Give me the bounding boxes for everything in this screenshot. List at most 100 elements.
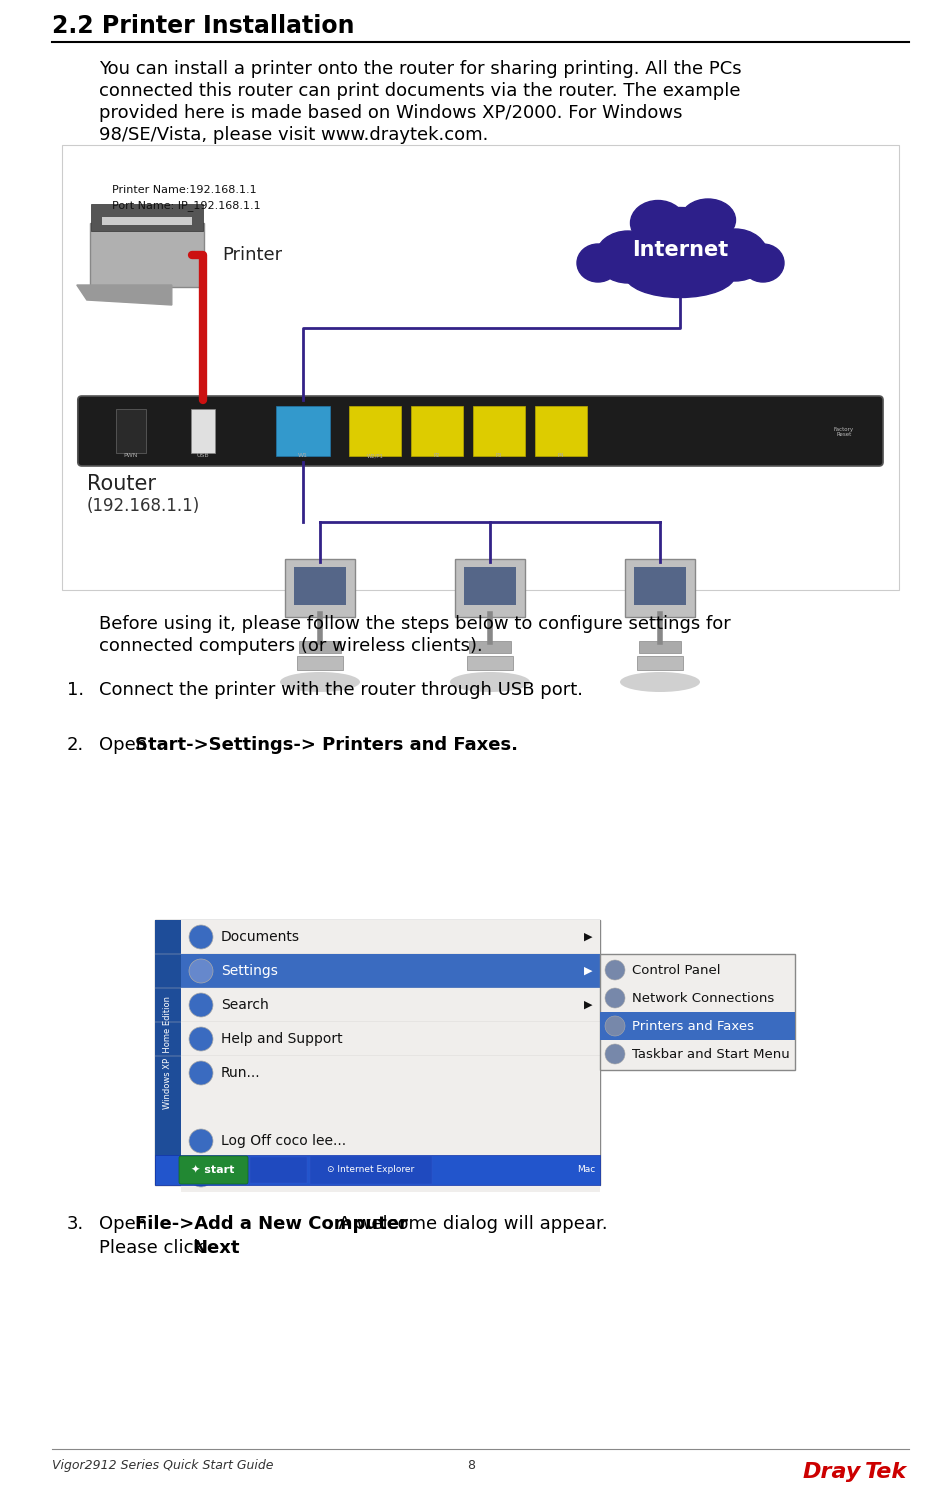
FancyBboxPatch shape xyxy=(179,1157,248,1184)
Text: Run...: Run... xyxy=(221,1066,261,1080)
FancyBboxPatch shape xyxy=(181,920,600,954)
FancyBboxPatch shape xyxy=(297,656,343,669)
Circle shape xyxy=(189,1130,213,1154)
Text: Network Connections: Network Connections xyxy=(632,991,774,1005)
FancyBboxPatch shape xyxy=(181,1123,600,1158)
FancyBboxPatch shape xyxy=(600,1012,795,1039)
FancyBboxPatch shape xyxy=(89,223,203,287)
FancyBboxPatch shape xyxy=(102,217,192,226)
Polygon shape xyxy=(77,284,171,305)
Ellipse shape xyxy=(450,672,530,692)
Text: PWN: PWN xyxy=(123,453,138,459)
Circle shape xyxy=(189,925,213,949)
Ellipse shape xyxy=(680,199,736,241)
Text: Tek: Tek xyxy=(865,1462,907,1481)
FancyBboxPatch shape xyxy=(155,920,181,1185)
Text: P2: P2 xyxy=(433,453,440,459)
Text: (192.168.1.1): (192.168.1.1) xyxy=(87,496,200,514)
FancyBboxPatch shape xyxy=(473,406,525,456)
Ellipse shape xyxy=(620,672,700,692)
Ellipse shape xyxy=(595,232,660,283)
Ellipse shape xyxy=(632,208,727,283)
Circle shape xyxy=(605,1044,625,1063)
Circle shape xyxy=(605,1017,625,1036)
Text: ▶: ▶ xyxy=(583,966,592,976)
FancyBboxPatch shape xyxy=(637,656,683,669)
FancyBboxPatch shape xyxy=(250,1157,307,1184)
FancyBboxPatch shape xyxy=(294,567,346,605)
Text: Windows XP  Home Edition: Windows XP Home Edition xyxy=(164,996,172,1108)
Text: Internet: Internet xyxy=(632,241,728,260)
Ellipse shape xyxy=(630,200,686,245)
FancyBboxPatch shape xyxy=(276,406,330,456)
Ellipse shape xyxy=(625,253,735,298)
Text: Documents: Documents xyxy=(221,929,300,945)
FancyBboxPatch shape xyxy=(181,1023,600,1056)
Text: Control Panel: Control Panel xyxy=(632,964,721,976)
Text: Connect the printer with the router through USB port.: Connect the printer with the router thro… xyxy=(99,681,583,699)
Ellipse shape xyxy=(577,244,619,283)
Text: Taskbar and Start Menu: Taskbar and Start Menu xyxy=(632,1047,789,1060)
Text: ✦ start: ✦ start xyxy=(191,1166,235,1175)
Ellipse shape xyxy=(742,244,784,283)
FancyBboxPatch shape xyxy=(90,205,203,232)
Text: Turn Off Computer...: Turn Off Computer... xyxy=(221,1169,361,1182)
FancyBboxPatch shape xyxy=(78,396,883,466)
FancyBboxPatch shape xyxy=(469,641,511,653)
Text: Factory
Reset: Factory Reset xyxy=(834,427,854,438)
Text: 2.: 2. xyxy=(67,735,84,754)
FancyBboxPatch shape xyxy=(464,567,516,605)
Text: .: . xyxy=(224,1239,230,1257)
Circle shape xyxy=(189,993,213,1017)
Text: 98/SE/Vista, please visit www.draytek.com.: 98/SE/Vista, please visit www.draytek.co… xyxy=(99,126,488,144)
Circle shape xyxy=(605,988,625,1008)
FancyBboxPatch shape xyxy=(411,406,463,456)
FancyBboxPatch shape xyxy=(181,1158,600,1193)
Text: 8: 8 xyxy=(467,1459,475,1472)
Text: Printer: Printer xyxy=(221,247,282,265)
Text: Start->Settings-> Printers and Faxes.: Start->Settings-> Printers and Faxes. xyxy=(135,735,518,754)
Text: Please click: Please click xyxy=(99,1239,209,1257)
Text: P4: P4 xyxy=(558,453,564,459)
FancyBboxPatch shape xyxy=(349,406,400,456)
Text: ▶: ▶ xyxy=(583,932,592,942)
Text: 3.: 3. xyxy=(67,1215,84,1233)
Circle shape xyxy=(189,1027,213,1051)
FancyBboxPatch shape xyxy=(191,409,215,453)
Circle shape xyxy=(189,960,213,984)
Text: W2/P1: W2/P1 xyxy=(366,453,383,459)
Text: W1: W1 xyxy=(298,453,308,459)
FancyBboxPatch shape xyxy=(155,920,600,1185)
Text: 2.2 Printer Installation: 2.2 Printer Installation xyxy=(52,14,354,38)
FancyBboxPatch shape xyxy=(634,567,686,605)
Text: connected computers (or wireless clients).: connected computers (or wireless clients… xyxy=(99,638,482,656)
FancyBboxPatch shape xyxy=(455,559,525,617)
Text: USB: USB xyxy=(197,453,209,459)
Text: Open: Open xyxy=(99,735,153,754)
Text: Printers and Faxes: Printers and Faxes xyxy=(632,1020,754,1033)
Ellipse shape xyxy=(280,672,360,692)
Text: Open: Open xyxy=(99,1215,153,1233)
FancyBboxPatch shape xyxy=(181,954,600,988)
Text: You can install a printer onto the router for sharing printing. All the PCs: You can install a printer onto the route… xyxy=(99,60,741,78)
FancyBboxPatch shape xyxy=(181,1056,600,1090)
Text: Vigor2912 Series Quick Start Guide: Vigor2912 Series Quick Start Guide xyxy=(52,1459,273,1472)
Text: Before using it, please follow the steps below to configure settings for: Before using it, please follow the steps… xyxy=(99,615,731,633)
Text: Log Off coco lee...: Log Off coco lee... xyxy=(221,1134,346,1148)
FancyBboxPatch shape xyxy=(625,559,695,617)
FancyBboxPatch shape xyxy=(310,1157,432,1184)
Circle shape xyxy=(189,1060,213,1084)
FancyBboxPatch shape xyxy=(299,641,341,653)
Text: Printer Name:192.168.1.1: Printer Name:192.168.1.1 xyxy=(112,185,256,196)
FancyBboxPatch shape xyxy=(600,954,795,1069)
Text: ⊙ Internet Explorer: ⊙ Internet Explorer xyxy=(328,1166,414,1175)
Text: Mac: Mac xyxy=(577,1166,595,1175)
Circle shape xyxy=(605,960,625,981)
FancyBboxPatch shape xyxy=(62,144,899,590)
Text: Dray: Dray xyxy=(803,1462,861,1481)
Ellipse shape xyxy=(703,229,768,281)
FancyBboxPatch shape xyxy=(639,641,681,653)
FancyBboxPatch shape xyxy=(535,406,587,456)
Text: Next: Next xyxy=(192,1239,240,1257)
Text: Router: Router xyxy=(87,474,155,493)
